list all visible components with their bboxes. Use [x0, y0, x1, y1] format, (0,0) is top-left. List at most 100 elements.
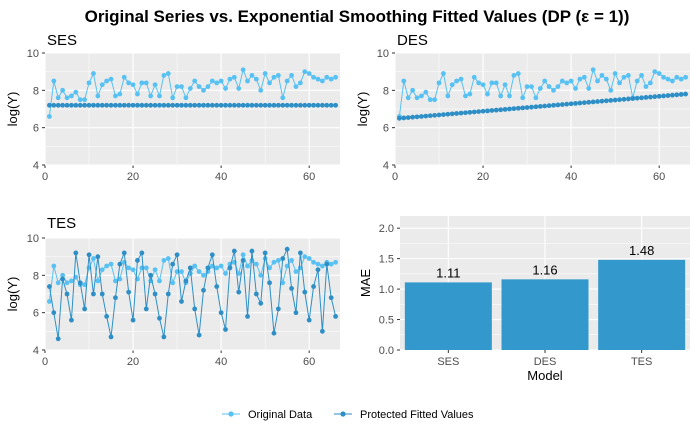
- data-point-original: [209, 78, 215, 84]
- data-point-fitted: [267, 102, 272, 108]
- data-point-fitted: [669, 92, 675, 98]
- data-point-original: [564, 80, 570, 86]
- x-tick-label: TES: [631, 356, 652, 368]
- data-point-fitted: [267, 280, 272, 286]
- data-point-fitted: [315, 267, 321, 273]
- data-point-fitted: [485, 108, 490, 114]
- data-point-original: [196, 84, 202, 89]
- data-point-fitted: [236, 102, 242, 108]
- data-point-fitted: [674, 92, 680, 98]
- data-point-fitted: [271, 330, 277, 336]
- data-point-fitted: [135, 102, 140, 108]
- data-point-fitted: [69, 102, 74, 108]
- data-point-fitted: [463, 110, 468, 116]
- x-tick-label: 0: [392, 171, 398, 183]
- data-point-original: [258, 272, 264, 278]
- data-point-fitted: [546, 103, 552, 109]
- data-point-original: [669, 78, 675, 84]
- data-point-fitted: [187, 265, 193, 271]
- data-point-original: [661, 74, 666, 80]
- legend-fitted-marker: [340, 411, 346, 417]
- data-point-original: [236, 271, 242, 276]
- data-point-fitted: [55, 102, 61, 108]
- data-point-original: [289, 73, 294, 78]
- data-point-fitted: [258, 102, 264, 108]
- data-point-fitted: [223, 327, 228, 332]
- data-point-fitted: [253, 291, 259, 297]
- data-point-fitted: [617, 97, 622, 103]
- data-point-original: [551, 87, 556, 93]
- data-point-fitted: [599, 98, 605, 104]
- data-point-fitted: [214, 284, 220, 289]
- data-point-original: [454, 78, 460, 84]
- data-point-original: [201, 87, 206, 93]
- data-point-original: [271, 259, 277, 265]
- y-tick-label: 4: [383, 160, 389, 172]
- data-point-fitted: [130, 102, 136, 108]
- panel-mae: 0.0 0.5 1.0 1.5 2.0 1.11 SES 1.16 DES 1.48 TES Mode…: [358, 216, 690, 383]
- data-point-original: [249, 73, 255, 78]
- data-point-fitted: [209, 102, 215, 108]
- bar-des: [501, 279, 589, 350]
- data-point-fitted: [73, 250, 79, 256]
- data-point-original: [529, 84, 534, 89]
- data-point-original: [192, 78, 198, 84]
- data-point-fitted: [533, 104, 539, 110]
- data-point-original: [148, 93, 154, 99]
- legend-fitted-label: Protected Fitted Values: [360, 409, 474, 421]
- data-point-original: [91, 71, 96, 76]
- data-point-original: [284, 78, 290, 84]
- data-point-fitted: [86, 102, 92, 108]
- data-point-original: [401, 78, 407, 84]
- data-point-original: [445, 93, 451, 99]
- data-point-original: [201, 272, 206, 278]
- data-point-original: [157, 278, 162, 284]
- data-point-fitted: [507, 106, 512, 112]
- data-point-fitted: [678, 92, 684, 97]
- data-point-fitted: [458, 110, 464, 116]
- data-point-original: [542, 78, 548, 84]
- data-point-fitted: [95, 254, 101, 260]
- data-point-original: [64, 95, 70, 101]
- data-point-fitted: [231, 102, 237, 108]
- data-point-original: [476, 80, 482, 86]
- data-point-original: [262, 71, 268, 76]
- data-point-original: [524, 84, 530, 89]
- data-point-fitted: [639, 95, 644, 101]
- data-point-fitted: [643, 95, 649, 100]
- data-point-original: [99, 82, 105, 88]
- data-point-fitted: [201, 102, 206, 108]
- panel-des: 0 20 40 60 4 6 8 10 DES log(Y): [355, 32, 690, 183]
- data-point-original: [275, 73, 281, 78]
- x-tick-label: 20: [477, 171, 489, 183]
- data-point-original: [625, 73, 631, 78]
- data-point-original: [507, 93, 512, 99]
- data-point-fitted: [324, 102, 330, 108]
- data-point-original: [280, 95, 286, 101]
- data-point-fitted: [302, 102, 308, 108]
- data-point-fitted: [280, 102, 286, 108]
- x-tick-label: 60: [303, 356, 315, 368]
- data-point-fitted: [401, 115, 407, 121]
- data-point-fitted: [297, 102, 303, 108]
- data-point-original: [161, 73, 167, 78]
- data-point-fitted: [427, 113, 433, 119]
- data-point-fitted: [240, 258, 246, 263]
- data-point-fitted: [498, 107, 504, 113]
- data-point-fitted: [293, 310, 299, 316]
- data-point-original: [432, 97, 438, 103]
- data-point-original: [135, 91, 140, 97]
- data-point-original: [586, 86, 592, 91]
- data-point-fitted: [652, 94, 658, 100]
- data-point-fitted: [139, 102, 145, 108]
- data-point-original: [99, 267, 105, 273]
- data-point-fitted: [289, 102, 294, 108]
- data-point-original: [91, 256, 96, 261]
- data-point-fitted: [99, 291, 105, 297]
- data-point-fitted: [249, 248, 255, 254]
- data-point-fitted: [405, 115, 411, 120]
- data-point-original: [652, 69, 658, 75]
- data-point-original: [293, 269, 299, 274]
- data-point-original: [647, 80, 653, 86]
- x-tick-label: 20: [127, 356, 139, 368]
